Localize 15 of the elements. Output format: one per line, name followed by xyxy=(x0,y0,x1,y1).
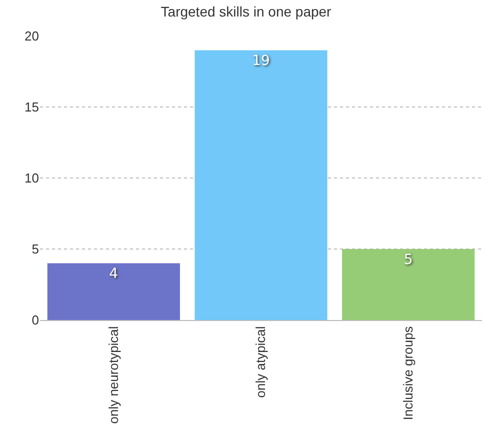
data-label: 5 xyxy=(404,252,413,268)
x-tick-label: Inclusive groups xyxy=(400,326,416,420)
chart-title: Targeted skills in one paper xyxy=(160,3,332,20)
x-tick-label: only atypical xyxy=(253,326,268,398)
bar xyxy=(47,263,180,320)
y-tick-label: 20 xyxy=(24,28,39,44)
bar xyxy=(342,249,475,320)
data-label: 19 xyxy=(252,53,270,70)
data-label: 4 xyxy=(109,266,118,282)
y-tick-label: 5 xyxy=(32,242,39,257)
bar xyxy=(194,50,328,320)
y-tick-label: 10 xyxy=(24,170,39,186)
y-tick-label: 15 xyxy=(24,100,39,115)
y-tick-label: 0 xyxy=(32,312,39,328)
x-tick-label: only neurotypical xyxy=(106,326,121,424)
